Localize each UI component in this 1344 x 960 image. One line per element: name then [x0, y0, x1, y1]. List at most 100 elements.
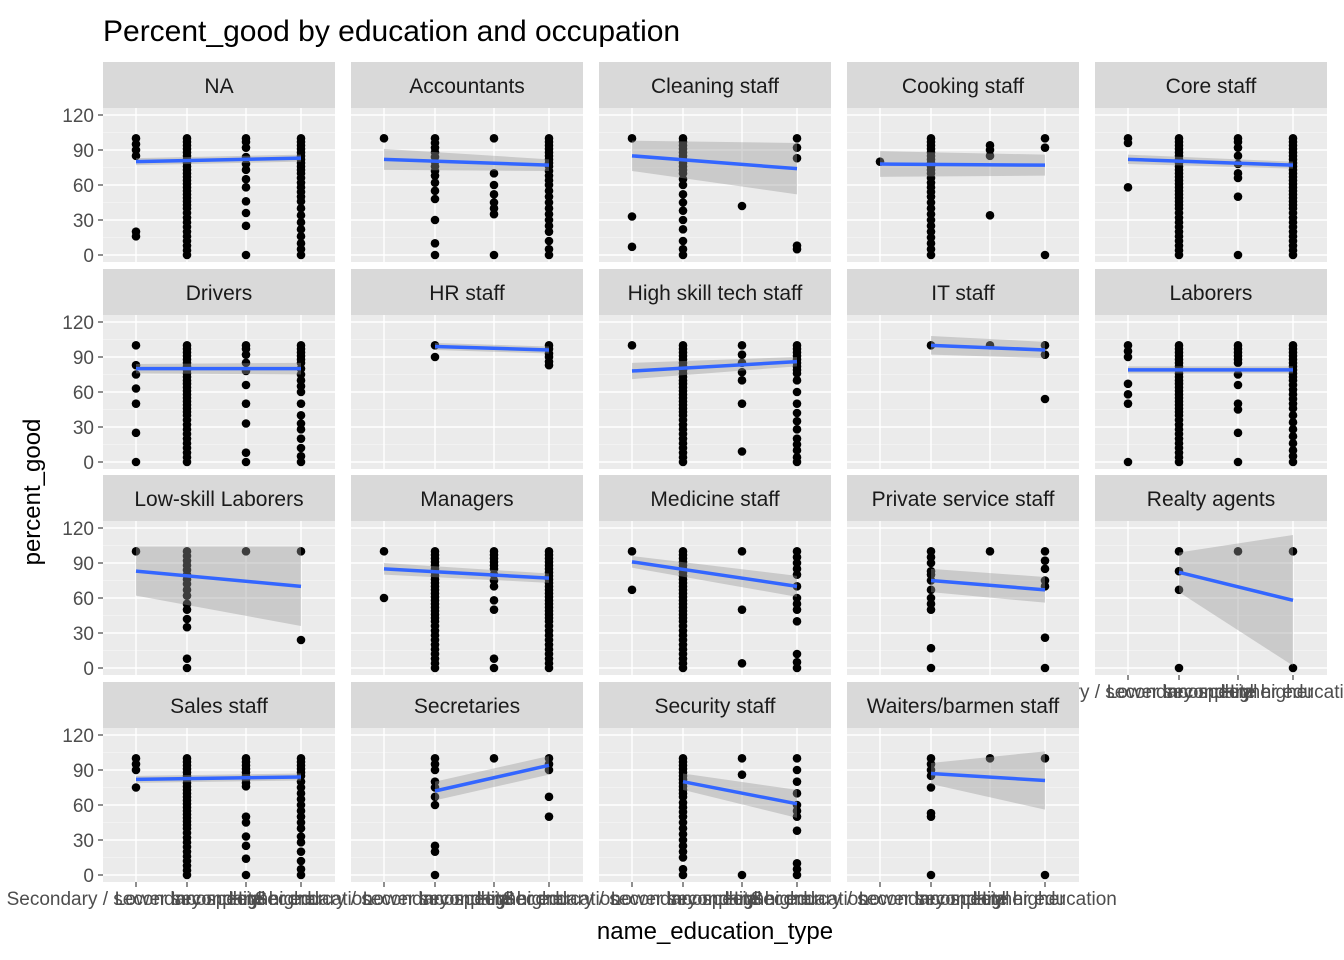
facet-panel: Sales staff 0 30 60 90 120 Secondary / seconda… — [7, 682, 373, 910]
data-point — [1040, 564, 1050, 574]
data-point — [737, 447, 747, 456]
data-point — [678, 198, 688, 207]
data-point — [1123, 457, 1133, 467]
data-point — [792, 425, 802, 434]
data-point — [131, 457, 141, 467]
data-point — [792, 789, 802, 798]
smooth-fit-line — [1127, 157, 1294, 167]
x-tick-label: Incomplete higher — [914, 889, 1066, 910]
data-point — [678, 236, 688, 246]
data-point — [489, 209, 499, 219]
data-point — [131, 384, 141, 393]
smooth-fit-line — [930, 771, 1046, 783]
data-point — [241, 143, 251, 152]
facet-strip-label: Managers — [420, 488, 513, 511]
data-point — [241, 841, 251, 851]
data-point — [430, 239, 440, 248]
data-point — [131, 370, 141, 379]
facet-panel: Core staff — [1095, 62, 1327, 262]
data-point — [1288, 404, 1298, 413]
data-point — [1174, 457, 1184, 467]
data-point — [489, 654, 499, 663]
data-point — [1123, 390, 1133, 399]
smooth-fit-line — [383, 567, 550, 580]
data-point — [1288, 425, 1298, 434]
facet-strip — [1095, 269, 1327, 315]
data-point — [678, 663, 688, 673]
data-point — [1174, 585, 1184, 595]
data-point — [296, 425, 306, 434]
data-point — [544, 663, 554, 673]
smooth-fit-line — [434, 763, 550, 793]
data-point — [737, 201, 747, 211]
data-point — [1040, 350, 1050, 359]
data-point — [1233, 250, 1243, 260]
y-tick-label: 120 — [62, 519, 94, 540]
data-point — [241, 854, 251, 863]
facet-panel: Cooking staff — [847, 62, 1079, 262]
data-point — [296, 218, 306, 227]
x-tick-label: Higher education — [973, 889, 1117, 910]
data-point — [296, 387, 306, 397]
data-point — [792, 570, 802, 579]
y-tick-label: 90 — [73, 761, 94, 782]
facet-strip — [103, 62, 335, 108]
data-point — [1040, 870, 1050, 880]
data-point — [627, 242, 637, 252]
smooth-fit-line — [135, 156, 302, 164]
smooth-fit-line — [682, 779, 798, 806]
smooth-fit-line — [930, 343, 1046, 352]
data-point — [241, 208, 251, 218]
data-point — [182, 614, 192, 624]
data-point — [489, 582, 499, 591]
facet-panel: IT staff — [847, 269, 1079, 469]
data-point — [131, 399, 141, 408]
data-point — [430, 194, 440, 204]
data-point — [737, 547, 747, 556]
data-point — [737, 605, 747, 614]
data-point — [1233, 428, 1243, 438]
x-tick-label: Lower secondary — [1107, 682, 1252, 703]
data-point — [985, 754, 995, 763]
data-point — [792, 369, 802, 378]
data-point — [678, 206, 688, 215]
y-tick-label: 120 — [62, 726, 94, 747]
data-point — [241, 870, 251, 880]
data-point — [430, 847, 440, 856]
y-tick-label: 60 — [73, 176, 94, 197]
facet-panel: Medicine staff — [599, 475, 831, 675]
data-point — [296, 635, 306, 645]
data-point — [1123, 399, 1133, 408]
data-point — [737, 754, 747, 763]
data-point — [544, 360, 554, 370]
data-point — [544, 812, 554, 821]
facet-strip-label: Private service staff — [872, 488, 1055, 511]
data-point — [241, 547, 251, 556]
x-tick-label: Incomplete higher — [418, 889, 570, 910]
x-tick-label: Higher education — [477, 889, 621, 910]
facet-strip — [351, 269, 583, 315]
data-point — [182, 654, 192, 663]
data-point — [296, 434, 306, 443]
data-point — [544, 765, 554, 775]
data-point — [678, 250, 688, 260]
data-point — [1174, 250, 1184, 260]
data-point — [1123, 352, 1133, 362]
data-point — [792, 143, 802, 152]
data-point — [926, 585, 936, 595]
x-tick-label: Higher education — [725, 889, 869, 910]
facet-strip — [103, 682, 335, 728]
data-point — [131, 428, 141, 438]
data-point — [792, 870, 802, 880]
data-point — [678, 225, 688, 234]
x-tick-label: Incomplete higher — [1162, 682, 1314, 703]
data-point — [430, 352, 440, 362]
data-point — [296, 232, 306, 241]
data-point — [296, 547, 306, 556]
facet-strip — [103, 475, 335, 521]
facet-strip — [1095, 62, 1327, 108]
data-point — [1123, 183, 1133, 192]
y-tick-label: 30 — [73, 831, 94, 852]
data-point — [182, 870, 192, 880]
